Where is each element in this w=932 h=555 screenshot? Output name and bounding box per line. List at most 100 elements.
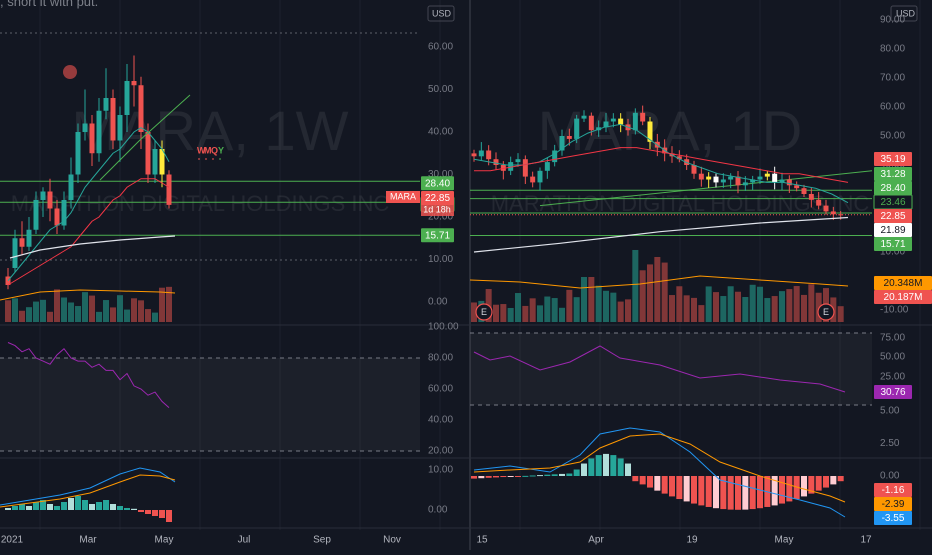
right-macd-line-tag[interactable]: -3.55: [874, 511, 912, 525]
macd-hist-bar: [61, 502, 67, 510]
macd-hist-bar: [131, 508, 137, 510]
right-macd-tick: 0.00: [880, 471, 900, 482]
candle-body: [728, 176, 734, 180]
right-signal-tag[interactable]: -2.39: [874, 497, 912, 511]
right-rsi-tick: 50.00: [880, 352, 905, 363]
volume-bar: [145, 309, 151, 322]
right-watermark-subtitle: MARATHON DIGITAL HOLDINGS INC: [491, 191, 870, 216]
right-macd-tick: 5.00: [880, 406, 900, 417]
candle-body: [493, 159, 499, 165]
candle-body: [552, 150, 558, 163]
candle-body: [96, 110, 102, 154]
macd-hist-bar: [830, 476, 837, 485]
price-tag-bg: [874, 152, 912, 166]
right-currency-label[interactable]: USD: [896, 8, 916, 18]
macd-hist-bar: [89, 504, 95, 510]
volume-bar: [26, 307, 32, 322]
candle-body: [33, 200, 39, 230]
wmqy-letter: Q: [211, 145, 218, 155]
volume-bar: [82, 292, 88, 322]
right-earnings-marker-2[interactable]: E: [817, 303, 835, 321]
right-macd-tag[interactable]: -1.16: [874, 483, 912, 497]
volume-bar: [138, 300, 144, 322]
macd-hist-bar: [837, 476, 844, 482]
volume-bar: [639, 270, 646, 322]
left-tag-22-85[interactable]: 22.85: [421, 191, 454, 205]
volume-bar: [559, 307, 565, 322]
mara-symbol-tag[interactable]: MARA: [386, 191, 420, 203]
volume-bar: [676, 286, 683, 322]
right-price-tag[interactable]: 15.71: [874, 237, 912, 251]
right-currency-box[interactable]: [890, 5, 918, 22]
candle-body: [750, 179, 756, 183]
right-rsi-line: [473, 345, 846, 393]
candle-body: [794, 185, 800, 189]
price-tag-bg: [874, 276, 932, 290]
right-sma-200: [473, 216, 849, 253]
macd-hist-bar: [40, 500, 46, 510]
candle-body: [508, 162, 514, 171]
macd-hist-bar: [727, 476, 734, 510]
volume-bar: [551, 298, 558, 322]
macd-hist-bar: [110, 504, 116, 510]
macd-hist-bar: [522, 475, 529, 477]
left-trendline: [99, 94, 191, 181]
macd-hist-bar: [166, 510, 172, 522]
macd-hist-bar: [566, 473, 573, 476]
volume-bar: [625, 299, 631, 322]
volume-bar: [5, 300, 11, 322]
right-price-tag[interactable]: 31.28: [874, 167, 912, 181]
macd-hist-bar: [5, 508, 11, 510]
right-volume-tag-ma[interactable]: 20.348M: [874, 276, 932, 290]
left-currency-label[interactable]: USD: [432, 8, 452, 18]
right-price-tag[interactable]: 28.40: [874, 181, 912, 195]
right-chart[interactable]: MARA, 1D MARATHON DIGITAL HOLDINGS INC USD…: [469, 5, 932, 546]
macd-hist-bar: [654, 476, 661, 491]
macd-hist-bar: [603, 453, 609, 476]
left-tag-28-40[interactable]: 28.40: [421, 176, 454, 191]
right-volume-tag[interactable]: 20.187M: [874, 290, 932, 304]
macd-hist-bar: [581, 463, 587, 476]
left-currency-box[interactable]: [427, 5, 455, 22]
macd-hist-bar: [47, 504, 53, 510]
left-tag-15-71[interactable]: 15.71: [421, 228, 454, 243]
macd-hist-bar: [625, 463, 631, 476]
right-price-tag[interactable]: 22.85: [874, 209, 912, 223]
price-tag-text: 15.71: [880, 239, 905, 250]
macd-hist-bar: [33, 502, 39, 510]
candle-body: [530, 176, 536, 183]
candle-body: [603, 121, 609, 128]
candle-body: [75, 132, 81, 175]
candle-body: [54, 208, 60, 226]
right-price-tick: 90.00: [880, 15, 905, 26]
macd-hist-bar: [669, 476, 675, 497]
volume-bar: [68, 302, 74, 322]
candle-body: [40, 191, 46, 200]
right-price-tag[interactable]: 21.89: [874, 223, 912, 237]
macd-hist-bar: [691, 476, 697, 504]
right-earnings-marker-1[interactable]: E: [475, 303, 493, 321]
macd-hist-bar: [138, 510, 144, 512]
candle-body: [159, 149, 165, 175]
price-tag-bg: [874, 181, 912, 195]
right-rsi-value-tag[interactable]: 30.76: [874, 385, 912, 399]
candle-body: [82, 123, 88, 132]
left-price-tick: 0.00: [428, 297, 448, 308]
volume-bar: [764, 298, 771, 322]
volume-bar: [617, 301, 624, 322]
left-candles: [5, 55, 172, 290]
countdown-bg: [421, 204, 454, 216]
volume-bar: [61, 297, 67, 322]
volume-bar: [793, 286, 800, 322]
volume-bar: [471, 302, 477, 322]
volume-bar: [742, 296, 749, 322]
candle-body: [823, 205, 829, 212]
macd-hist-bar: [12, 506, 18, 510]
right-price-tag[interactable]: 35.19: [874, 152, 912, 166]
right-price-tag[interactable]: 23.46: [873, 194, 913, 210]
macd-hist-bar: [68, 498, 74, 510]
candle-body: [647, 121, 653, 142]
